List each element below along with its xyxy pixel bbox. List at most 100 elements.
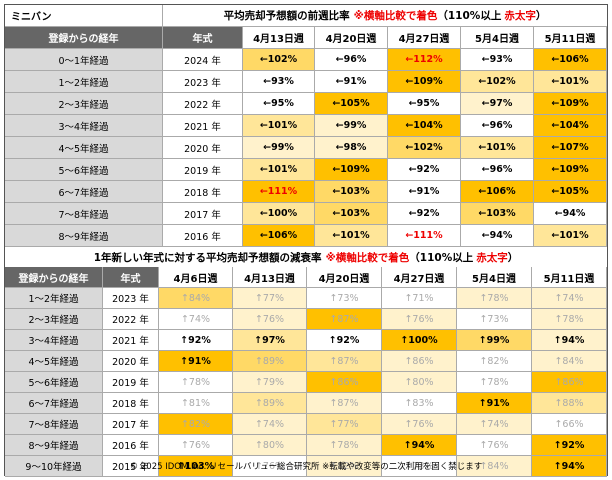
ratio-cell: ↑94% (382, 435, 457, 456)
row-label: 8～9年経過 (5, 225, 163, 247)
ratio-cell: ←106% (243, 225, 315, 247)
ratio-cell: ↑71% (382, 288, 457, 309)
ratio-cell: ↑91% (457, 393, 532, 414)
row-label: 7～8年経過 (5, 203, 163, 225)
ratio-cell: ←94% (534, 203, 607, 225)
ratio-cell: ←111% (388, 225, 461, 247)
top-title-paren-close: ） (535, 10, 547, 22)
ratio-cell: ↑86% (307, 372, 382, 393)
category-tag: ミニバン (5, 5, 163, 27)
ratio-cell: ↑79% (233, 372, 307, 393)
column-header: 4月13日週 (233, 267, 307, 288)
row-year: 2020 年 (103, 351, 159, 372)
row-year: 2021 年 (103, 330, 159, 351)
row-year: 2015 年 (103, 456, 159, 477)
ratio-cell: ↑77% (233, 288, 307, 309)
ratio-cell: ↑82% (307, 456, 382, 477)
ratio-cell: ↑91% (159, 351, 233, 372)
ratio-cell: ↑66% (532, 414, 607, 435)
bottom-title-red: 赤太字 (476, 252, 508, 264)
table-row: 0～1年経過 2024 年 ←102% ←96% ←112% ←93% ←106% (5, 49, 607, 71)
column-header: 5月4日週 (461, 27, 534, 49)
top-title-note: ※横軸比較で着色 (353, 10, 438, 22)
column-header: 5月11日週 (534, 27, 607, 49)
ratio-cell: ←106% (534, 49, 607, 71)
ratio-cell: ←105% (534, 181, 607, 203)
row-year: 2020 年 (163, 137, 243, 159)
row-year: 2022 年 (163, 93, 243, 115)
ratio-cell: ←103% (315, 203, 388, 225)
ratio-cell: ↑97% (233, 330, 307, 351)
ratio-cell: ↑76% (233, 309, 307, 330)
row-label: 7～8年経過 (5, 414, 103, 435)
row-label: 8～9年経過 (5, 435, 103, 456)
ratio-cell: ←109% (388, 71, 461, 93)
ratio-cell: ↑84% (457, 456, 532, 477)
ratio-cell: ↑87% (307, 393, 382, 414)
ratio-cell: ←104% (388, 115, 461, 137)
ratio-cell: ←95% (388, 93, 461, 115)
table-row: 6～7年経過 2018 年 ←111% ←103% ←91% ←106% ←105% (5, 181, 607, 203)
row-label: 3～4年経過 (5, 115, 163, 137)
ratio-cell: ↑94% (532, 330, 607, 351)
bottom-title-row: 1年新しい年式に対する平均売却予想額の減衰率 ※横軸比較で着色 （110%以上 … (5, 247, 607, 269)
table-row: 7～8年経過 2017 年 ←100% ←103% ←92% ←103% ←94% (5, 203, 607, 225)
ratio-cell: ↑80% (382, 372, 457, 393)
row-label: 1～2年経過 (5, 288, 103, 309)
bottom-title-main: 1年新しい年式に対する平均売却予想額の減衰率 (93, 252, 322, 264)
column-header: 4月27日週 (382, 267, 457, 288)
ratio-cell: ↑82% (159, 414, 233, 435)
ratio-cell: ←101% (534, 71, 607, 93)
row-year: 2018 年 (163, 181, 243, 203)
ratio-cell: ↑76% (457, 435, 532, 456)
row-year: 2024 年 (163, 49, 243, 71)
ratio-cell: ←112% (388, 49, 461, 71)
row-label: 4～5年経過 (5, 137, 163, 159)
ratio-cell: ↑74% (233, 414, 307, 435)
top-title-red: 赤太字 (504, 10, 536, 22)
row-year: 2017 年 (103, 414, 159, 435)
table-row: 7～8年経過 2017 年 ↑82% ↑74% ↑77% ↑76% ↑74% ↑66% (5, 414, 607, 435)
ratio-cell: ←92% (388, 203, 461, 225)
ratio-cell: ←106% (461, 181, 534, 203)
ratio-cell: ↑92% (159, 330, 233, 351)
row-year: 2023 年 (163, 71, 243, 93)
row-year: 2022 年 (103, 309, 159, 330)
column-header: 年式 (103, 267, 159, 288)
ratio-cell: ↑84% (159, 288, 233, 309)
table-row: 3～4年経過 2021 年 ↑92% ↑97% ↑92% ↑100% ↑99% ↑94% (5, 330, 607, 351)
table-row: 5～6年経過 2019 年 ←101% ←109% ←92% ←96% ←109% (5, 159, 607, 181)
row-label: 6～7年経過 (5, 181, 163, 203)
column-header: 年式 (163, 27, 243, 49)
bottom-table-title: 1年新しい年式に対する平均売却予想額の減衰率 ※横軸比較で着色 （110%以上 … (5, 247, 607, 269)
table-row: 6～7年経過 2018 年 ↑81% ↑89% ↑87% ↑83% ↑91% ↑88% (5, 393, 607, 414)
row-label: 2～3年経過 (5, 93, 163, 115)
ratio-cell: ↑76% (382, 309, 457, 330)
top-table-title: 平均売却予想額の前週比率 ※横軸比較で着色 （110%以上 赤太字 ） (163, 5, 607, 27)
ratio-cell: ↑94% (532, 456, 607, 477)
ratio-cell: ↑84% (532, 351, 607, 372)
ratio-cell: ↑74% (159, 309, 233, 330)
ratio-cell: ↑92% (307, 330, 382, 351)
ratio-cell: ←99% (243, 137, 315, 159)
table-row: 4～5年経過 2020 年 ↑91% ↑89% ↑87% ↑86% ↑82% ↑84% (5, 351, 607, 372)
row-year: 2019 年 (163, 159, 243, 181)
ratio-cell: ←107% (534, 137, 607, 159)
row-label: 3～4年経過 (5, 330, 103, 351)
ratio-cell: ←103% (315, 181, 388, 203)
ratio-cell: ↑87% (307, 309, 382, 330)
table-row: 5～6年経過 2019 年 ↑78% ↑79% ↑86% ↑80% ↑78% ↑86% (5, 372, 607, 393)
row-year: 2019 年 (103, 372, 159, 393)
row-year: 2016 年 (163, 225, 243, 247)
ratio-cell: ↑78% (532, 309, 607, 330)
column-header: 5月4日週 (457, 267, 532, 288)
row-label: 1～2年経過 (5, 71, 163, 93)
ratio-cell: ↑86% (532, 372, 607, 393)
ratio-cell: ←109% (534, 159, 607, 181)
ratio-cell: ↑78% (307, 435, 382, 456)
ratio-cell: ↑76% (382, 414, 457, 435)
ratio-cell: ←109% (534, 93, 607, 115)
ratio-cell: ↑83% (382, 393, 457, 414)
table-row: 9～10年経過 2015 年 ↑103% ↑76% ↑82% ↑73% ↑84% ↑94% (5, 456, 607, 477)
table-row: 8～9年経過 2016 年 ←106% ←101% ←111% ←94% ←101% (5, 225, 607, 247)
